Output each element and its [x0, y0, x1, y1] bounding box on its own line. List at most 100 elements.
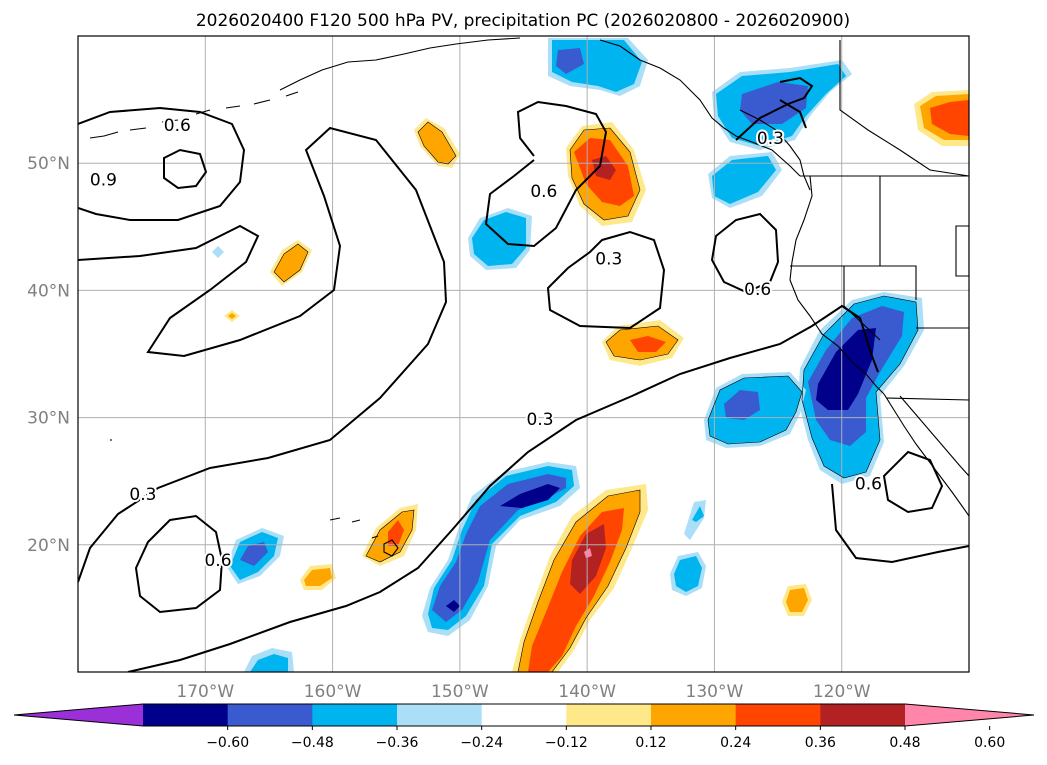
precip-anomaly-subtropical-band-core2: [446, 600, 460, 612]
precip-anomaly-offshore-31n-core: [724, 390, 760, 420]
colorbar-segment: [820, 704, 906, 726]
colorbar-extend-low: [14, 704, 143, 726]
y-tick-label: 30°N: [27, 409, 70, 429]
pv-contour-label: 0.3: [757, 129, 784, 149]
x-tick-label: 130°W: [686, 682, 744, 702]
contour-labels: 0.9 0.6 0.6 0.3 0.6 0.3 0.3 0.3 0.6 0.6: [88, 114, 884, 573]
colorbar-segment: [312, 704, 398, 726]
colorbar-tick-label: −0.36: [376, 735, 419, 751]
pv-contour-label: 0.6: [530, 182, 557, 202]
pv-contour-label: 0.6: [855, 475, 882, 495]
pv-contour-label: 0.6: [164, 116, 191, 136]
hawaii-islands: [329, 517, 399, 557]
map-area: 0.9 0.6 0.6 0.3 0.6 0.3 0.3 0.3 0.6 0.6: [78, 36, 969, 672]
y-tick-label: 50°N: [27, 154, 70, 174]
colorbar-tick-label: 0.24: [720, 735, 751, 751]
precip-outline-north-central: [569, 127, 641, 221]
map-frame: [77, 35, 970, 673]
pv-contour-label: 0.6: [744, 280, 771, 300]
precip-anomaly-small-17n-inner: [674, 556, 702, 592]
colorbar: −0.60 −0.48 −0.36 −0.24 −0.12 0.12 0.24 0.36 0.4…: [13, 703, 1035, 751]
precip-outline-california: [801, 295, 919, 479]
pv-contour-0.3-north-east: [735, 76, 814, 141]
colorbar-tick-label: −0.60: [206, 735, 249, 751]
colorbar-segment: [227, 704, 313, 726]
pv-contour-0.3-main: [127, 304, 879, 672]
precip-speck-38n-inner: [228, 313, 236, 319]
precip-anomaly-ne-corner-core: [930, 100, 969, 136]
colorbar-tick-label: −0.48: [291, 735, 334, 751]
precip-anomaly-subtropical-positive-peak: [584, 548, 592, 558]
precip-anomaly-small-50n-inner: [418, 122, 456, 164]
pv-contour-0.3-west: [78, 126, 448, 583]
alaska-coastline: [279, 37, 801, 177]
precip-anomaly-small-18n-inner: [304, 568, 332, 586]
colorbar-outline: [13, 703, 1035, 727]
precip-anomaly-small-15n-inner: [786, 588, 808, 612]
precip-outline-hawaii: [365, 509, 415, 563]
colorbar-segment: [481, 704, 567, 726]
pv-contour-label: 0.9: [90, 171, 117, 191]
precip-anomaly-central-pacific-inner: [472, 212, 526, 266]
colorbar-segment: [651, 704, 737, 726]
precip-speck-43n: [212, 246, 224, 258]
colorbar-segment: [143, 704, 229, 726]
precip-outline-offshore-31n: [707, 375, 803, 445]
colorbar-segment: [397, 704, 483, 726]
precip-anomaly-west-hawaii-core: [240, 542, 268, 566]
pv-contour-0.6-sw: [134, 514, 224, 614]
precip-anomaly-vancouver-inner: [712, 156, 776, 204]
colorbar-tick-label: −0.12: [545, 735, 588, 751]
precip-outline-small-42n: [273, 243, 309, 283]
precip-anomaly-small-17n-b-inner: [692, 506, 704, 522]
pv-contour-0.3-central: [546, 230, 666, 330]
colorbar-segment: [735, 704, 821, 726]
pv-contour-0.9: [163, 148, 208, 190]
precip-outlines: [273, 121, 919, 672]
chart-title: 2026020400 F120 500 hPa PV, precipitatio…: [196, 11, 850, 31]
pv-contour-label: 0.3: [595, 250, 622, 270]
precip-outline-subtropical-positive: [517, 489, 641, 672]
pv-contour-0.6-east: [710, 212, 780, 294]
us-west-coastline: [789, 175, 885, 395]
x-tick-label: 140°W: [558, 682, 616, 702]
precip-anomaly-subtropical-band-mid: [432, 474, 566, 622]
y-tick-label: 20°N: [27, 536, 70, 556]
pv-contour-label: 0.3: [527, 410, 554, 430]
precip-anomaly-subtropical-band-core: [500, 484, 560, 508]
gridlines: [78, 36, 969, 672]
precip-anomaly-california-core: [816, 328, 876, 410]
x-tick-label: 150°W: [431, 682, 489, 702]
colorbar-tick-label: −0.24: [460, 735, 503, 751]
x-tick-label: 120°W: [813, 682, 871, 702]
pv-contours: [78, 76, 969, 672]
precip-anomaly-coastal-bc-core: [740, 82, 808, 124]
precipitation-shading: [212, 38, 969, 672]
precip-anomaly-north-central-peak: [592, 156, 616, 180]
precip-anomaly-subtropical-positive-core: [570, 524, 606, 594]
pv-contour-0.3-east-lower: [831, 483, 969, 564]
pv-contour-0.6-baja: [882, 450, 944, 514]
pv-contour-label: 0.6: [204, 551, 231, 571]
axis-labels: 170°W 160°W 150°W 140°W 130°W 120°W 20°N 30°N 40…: [27, 154, 871, 702]
colorbar-tick-label: 0.60: [974, 735, 1005, 751]
precip-anomaly-gulf-of-alaska-core: [556, 48, 584, 74]
colorbar-extend-high: [905, 704, 1034, 726]
colorbar-segment: [566, 704, 652, 726]
pv-contour-0.6-north: [78, 106, 246, 221]
state-borders: [790, 40, 969, 401]
pv-contour-label: 0.3: [129, 485, 156, 505]
precip-outline-36n: [605, 325, 679, 361]
precip-anomaly-36n-core: [630, 336, 666, 352]
colorbar-tick-label: 0.12: [635, 735, 666, 751]
precip-anomaly-small-42n-inner: [274, 244, 308, 282]
colorbar-tick-label: 0.36: [805, 735, 836, 751]
colorbar-tick-label: 0.48: [889, 735, 920, 751]
x-tick-label: 160°W: [304, 682, 362, 702]
precip-outline-small-50n: [417, 121, 457, 165]
aleutian-islands: [89, 91, 299, 139]
x-tick-label: 170°W: [176, 682, 234, 702]
pv-contour-0.6-central: [484, 100, 608, 248]
y-tick-label: 40°N: [27, 281, 70, 301]
